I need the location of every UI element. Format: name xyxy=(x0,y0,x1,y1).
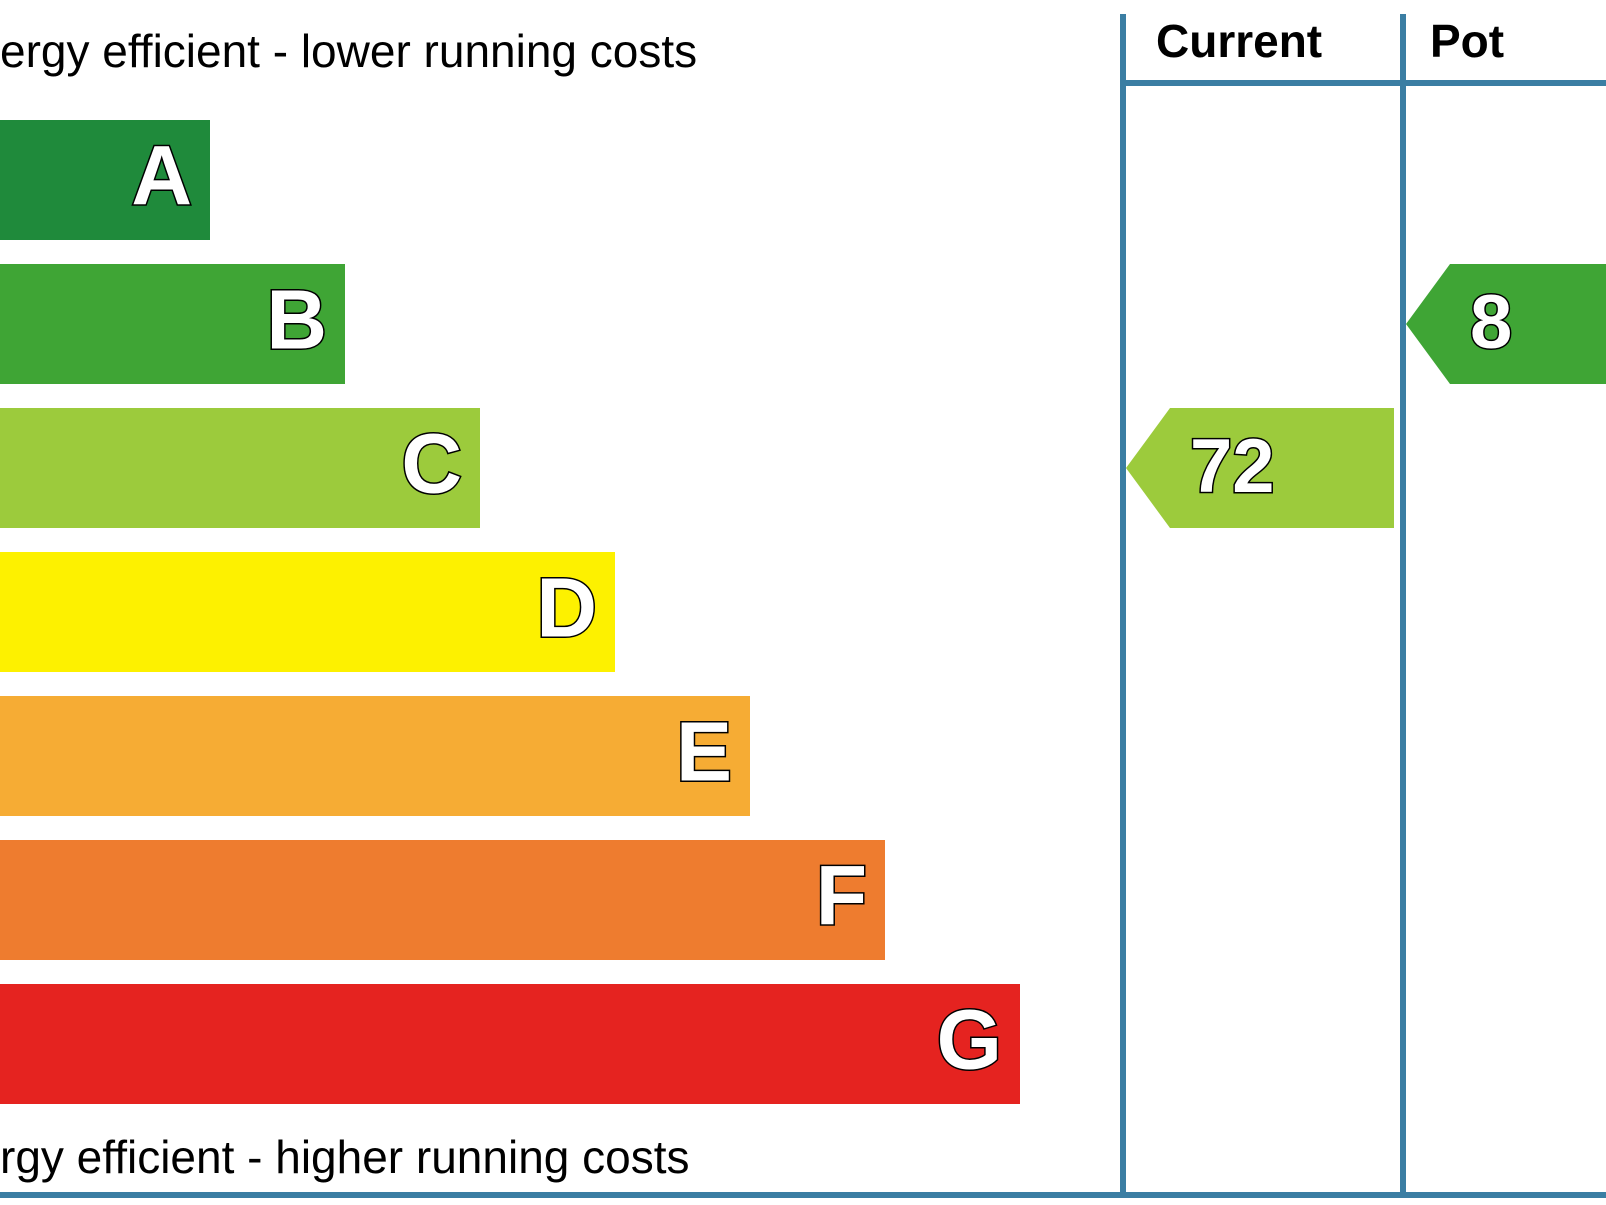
rating-value-potential: 8 xyxy=(1470,279,1512,366)
epc-band-letter: D xyxy=(536,560,597,657)
epc-band-letter: E xyxy=(676,704,732,801)
bottom-baseline xyxy=(0,1192,1606,1198)
efficient-bottom-label: rgy efficient - higher running costs xyxy=(0,1130,690,1184)
epc-band-letter: F xyxy=(816,848,867,945)
epc-band-letter: G xyxy=(937,992,1002,1089)
rating-value-current: 72 xyxy=(1190,423,1275,510)
column-divider-1 xyxy=(1120,14,1126,1198)
rating-pointer-current: 72 xyxy=(1126,408,1394,528)
epc-band-a: A xyxy=(0,120,210,240)
epc-band-e: E xyxy=(0,696,750,816)
column-header-potential: Pot xyxy=(1430,14,1504,68)
epc-band-letter: A xyxy=(131,128,192,225)
epc-band-c: C xyxy=(0,408,480,528)
epc-band-f: F xyxy=(0,840,885,960)
epc-band-letter: C xyxy=(401,416,462,513)
epc-band-letter: B xyxy=(266,272,327,369)
header-underline xyxy=(1120,80,1606,86)
epc-band-d: D xyxy=(0,552,615,672)
column-header-current: Current xyxy=(1156,14,1322,68)
epc-band-g: G xyxy=(0,984,1020,1104)
column-divider-2 xyxy=(1400,14,1406,1198)
epc-band-b: B xyxy=(0,264,345,384)
efficient-top-label: ergy efficient - lower running costs xyxy=(0,24,697,78)
rating-pointer-potential: 8 xyxy=(1406,264,1606,384)
